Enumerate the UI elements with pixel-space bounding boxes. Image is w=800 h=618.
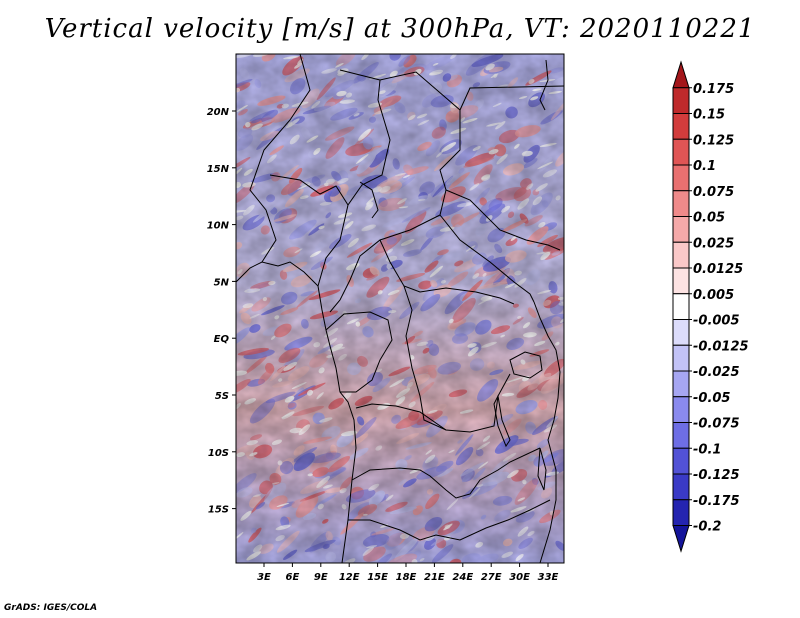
colorbar-label: -0.005	[693, 314, 740, 329]
lon-tick-label: 18E	[396, 572, 417, 583]
coastline-west	[236, 261, 357, 563]
border-line	[269, 174, 349, 206]
colorbar-swatch	[672, 293, 690, 320]
colorbar-label: 0.05	[693, 211, 725, 226]
lat-tick-label: 10N	[207, 221, 230, 232]
border-line	[317, 69, 391, 287]
lat-tick-label: 15S	[208, 505, 229, 516]
colorbar-label: 0.125	[693, 133, 734, 148]
colorbar-label: -0.2	[693, 520, 721, 535]
colorbar-swatch	[672, 447, 690, 475]
colorbar-swatch	[672, 525, 690, 553]
colorbar-swatch	[672, 499, 690, 526]
lat-tick-label: 5S	[215, 391, 229, 402]
lat-tick-label: 5N	[214, 277, 230, 288]
coastline-east	[533, 301, 561, 563]
lat-tick-label: 10S	[208, 448, 229, 459]
colorbar-swatch	[672, 216, 690, 243]
colorbar-label: -0.05	[693, 391, 730, 406]
lon-tick-label: 24E	[452, 572, 473, 583]
longitude-axis: 3E 6E 9E 12E 15E 18E 21E 24E 27E 30E 33E	[257, 563, 559, 583]
lon-tick-label: 9E	[314, 572, 328, 583]
border-line	[403, 285, 511, 433]
lat-tick-label: 20N	[207, 107, 230, 118]
lon-tick-label: 27E	[481, 572, 502, 583]
lake-victoria	[509, 351, 543, 379]
colorbar-swatch	[672, 113, 690, 140]
colorbar-swatch	[672, 60, 690, 89]
border-line	[445, 189, 561, 251]
border-line	[359, 181, 379, 219]
border-line	[379, 239, 515, 305]
colorbar-label: 0.005	[693, 288, 734, 303]
colorbar-swatch	[672, 267, 690, 295]
colorbar-label: -0.125	[693, 468, 740, 483]
colorbar-swatch	[672, 344, 690, 372]
colorbar-label: 0.025	[693, 236, 734, 251]
border-line	[459, 85, 564, 111]
colorbar-label: 0.1	[693, 159, 716, 174]
colorbar-label: -0.075	[693, 417, 740, 432]
grads-footer: GrADS: IGES/COLA	[4, 603, 98, 613]
colorbar-swatch	[672, 422, 690, 449]
border-line	[325, 311, 393, 393]
colorbar-swatch	[672, 241, 690, 269]
border-line	[439, 214, 535, 303]
colorbar-label: -0.025	[693, 365, 740, 380]
lon-tick-label: 30E	[509, 572, 530, 583]
colorbar-swatch	[672, 138, 690, 166]
lon-tick-label: 12E	[339, 572, 360, 583]
map-title: Vertical velocity [m/s] at 300hPa, VT: 2…	[44, 14, 756, 44]
lake-malawi	[537, 447, 547, 491]
colorbar-label: -0.0125	[693, 339, 749, 354]
colorbar-swatch	[672, 396, 690, 423]
lon-tick-label: 33E	[538, 572, 559, 583]
colorbar-swatch	[672, 190, 690, 217]
country-borders	[236, 54, 564, 563]
lat-tick-label: 15N	[207, 164, 230, 175]
lat-tick-label: EQ	[214, 334, 230, 345]
colorbar-swatch	[672, 370, 690, 398]
velocity-field	[236, 54, 564, 563]
colorbar-label: 0.15	[693, 108, 725, 123]
colorbar-swatch	[672, 319, 690, 346]
border-line	[249, 54, 311, 263]
lon-tick-label: 6E	[286, 572, 300, 583]
colorbar-label: 0.0125	[693, 262, 743, 277]
colorbar-swatch	[672, 164, 690, 192]
border-line	[355, 403, 447, 431]
border-line	[539, 59, 549, 111]
border-line	[348, 499, 551, 541]
colorbar-swatch	[672, 87, 690, 114]
lon-tick-label: 3E	[257, 572, 271, 583]
lon-tick-label: 21E	[424, 572, 445, 583]
lon-tick-label: 15E	[367, 572, 388, 583]
plot-frame	[235, 53, 565, 564]
colorbar-label: 0.175	[693, 82, 734, 97]
colorbar-label: -0.1	[693, 442, 721, 457]
lake-tanganyika	[493, 394, 511, 448]
colorbar: 0.175 0.15 0.125 0.1 0.075 0.05 0.025 0.0125 0.0…	[672, 60, 749, 553]
latitude-axis: 20N 15N 10N 5N EQ 5S 10S 15S	[207, 107, 236, 516]
border-line	[351, 447, 541, 499]
colorbar-label: 0.075	[693, 185, 734, 200]
colorbar-swatch	[672, 473, 690, 501]
colorbar-label: -0.175	[693, 494, 740, 509]
